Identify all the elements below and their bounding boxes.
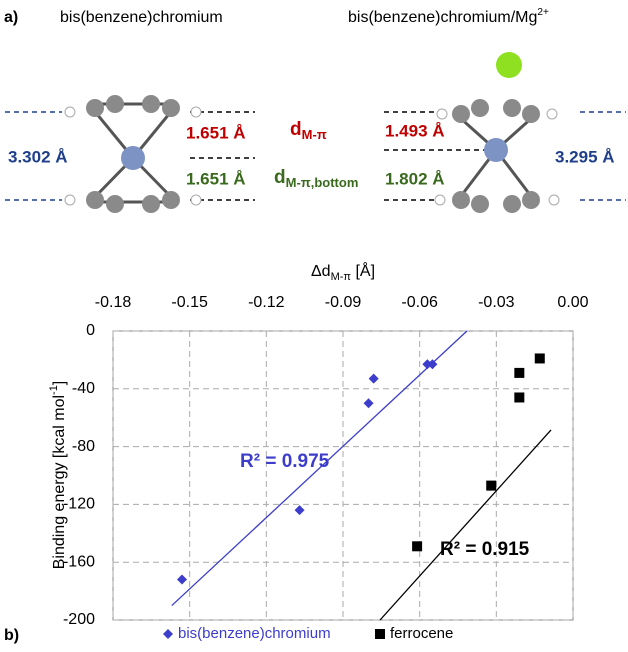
y-tick-label: -160 xyxy=(63,553,95,570)
right-title-sup: 2+ xyxy=(537,7,549,18)
y-tick-label: -120 xyxy=(63,496,95,513)
y-tick-label: -40 xyxy=(72,380,95,397)
y-tick-label: 0 xyxy=(86,322,95,339)
distance-label: 3.302 Å xyxy=(8,147,68,166)
right-title: bis(benzene)chromium/Mg2+ xyxy=(348,7,549,27)
r-squared: R² = 0.975 xyxy=(240,451,330,472)
mg-ion xyxy=(496,52,522,78)
x-tick-label: -0.15 xyxy=(171,294,208,311)
d-sub: M-π xyxy=(302,127,327,142)
point xyxy=(535,353,545,363)
panel-label: b) xyxy=(4,627,19,644)
x-tick-label: -0.03 xyxy=(478,294,515,311)
d-bottom-label: dM-π,bottom xyxy=(274,167,358,190)
d-sub: M-π,bottom xyxy=(286,175,359,190)
y-title-sup: -1 xyxy=(48,385,60,395)
x-tick-label: -0.06 xyxy=(401,294,438,311)
molecule-right xyxy=(435,99,559,213)
d-top-label: dM-π xyxy=(290,119,327,142)
point xyxy=(412,541,422,551)
distance-label: 1.802 Å xyxy=(385,169,445,188)
r-squared: R² = 0.915 xyxy=(440,539,530,560)
distance-label: 1.651 Å xyxy=(186,123,246,142)
right-title-main: bis(benzene)chromium/Mg xyxy=(348,9,537,26)
distance-label: 3.295 Å xyxy=(555,147,615,166)
y-title-suffix: ] xyxy=(51,381,68,385)
y-tick-label: -200 xyxy=(63,611,95,628)
legend-label: bis(benzene)chromium xyxy=(178,625,331,642)
left-title: bis(benzene)chromium xyxy=(60,9,223,26)
legend-label: ferrocene xyxy=(390,625,453,642)
d-main: d xyxy=(274,167,286,188)
x-tick-label: -0.12 xyxy=(248,294,285,311)
d-main: d xyxy=(290,119,302,140)
distance-label: 1.493 Å xyxy=(385,121,445,140)
x-axis-title: ΔdM-π [Å] xyxy=(311,261,375,283)
y-tick-label: -80 xyxy=(72,438,95,455)
distance-label: 1.651 Å xyxy=(186,169,246,188)
point xyxy=(486,481,496,491)
molecule-left xyxy=(65,95,201,213)
x-title-suffix: [Å] xyxy=(351,261,375,280)
legend-marker xyxy=(375,629,385,639)
x-tick-label: -0.09 xyxy=(325,294,362,311)
y-title-main: Binding energy [kcal mol xyxy=(51,395,68,569)
x-title-main: Δd xyxy=(311,263,331,280)
x-tick-label: -0.18 xyxy=(95,294,132,311)
y-axis-title: Binding energy [kcal mol-1] xyxy=(48,381,68,570)
panel-label: a) xyxy=(4,9,18,26)
point xyxy=(514,368,524,378)
x-tick-label: 0.00 xyxy=(557,294,588,311)
point xyxy=(514,392,524,402)
x-title-sub: M-π xyxy=(331,271,352,283)
figure: a) bis(benzene)chromium bis(benzene)chro… xyxy=(0,0,628,647)
legend-marker xyxy=(163,629,173,639)
plot: -0.18 -0.15 -0.12 -0.09 -0.06 -0.03 0.00 0 -40 -8… xyxy=(63,294,589,642)
